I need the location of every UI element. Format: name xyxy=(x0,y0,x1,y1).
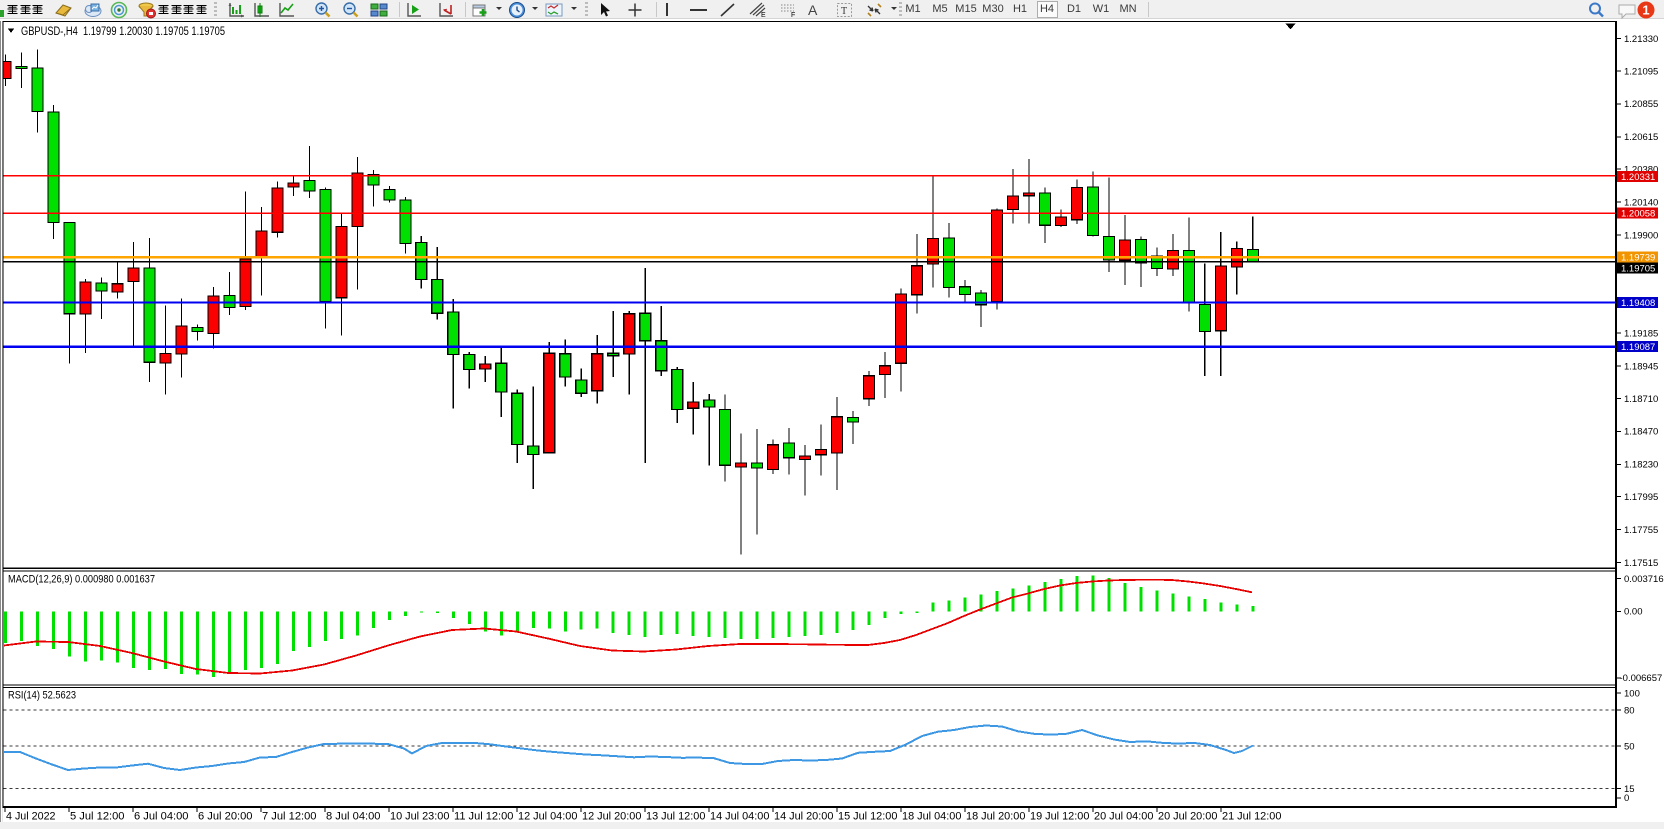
svg-text:20 Jul 04:00: 20 Jul 04:00 xyxy=(1094,811,1153,823)
svg-text:14 Jul 04:00: 14 Jul 04:00 xyxy=(710,811,769,823)
svg-text:1.20058: 1.20058 xyxy=(1621,208,1655,219)
svg-text:12 Jul 20:00: 12 Jul 20:00 xyxy=(582,811,641,823)
svg-text:1.19185: 1.19185 xyxy=(1624,329,1658,340)
svg-text:RSI(14) 52.5623: RSI(14) 52.5623 xyxy=(8,689,76,701)
svg-text:1.19705: 1.19705 xyxy=(1621,263,1655,274)
svg-text:GBPUSD-,H4 1.19799 1.20030 1.: GBPUSD-,H4 1.19799 1.20030 1.19705 1.197… xyxy=(21,26,225,38)
svg-text:1.17515: 1.17515 xyxy=(1624,558,1658,569)
svg-text:21 Jul 12:00: 21 Jul 12:00 xyxy=(1222,811,1281,823)
svg-text:1.20331: 1.20331 xyxy=(1621,172,1655,183)
svg-text:1.20380: 1.20380 xyxy=(1624,164,1658,175)
svg-text:1.17755: 1.17755 xyxy=(1624,525,1658,536)
svg-text:1.17995: 1.17995 xyxy=(1624,492,1658,503)
svg-text:8 Jul 04:00: 8 Jul 04:00 xyxy=(326,811,381,823)
svg-text:F: F xyxy=(791,12,795,19)
svg-text:1.21095: 1.21095 xyxy=(1624,66,1658,77)
svg-text:T: T xyxy=(841,6,847,17)
svg-text:50: 50 xyxy=(1624,741,1635,752)
svg-text:1: 1 xyxy=(1642,3,1649,18)
svg-text:19 Jul 12:00: 19 Jul 12:00 xyxy=(1030,811,1089,823)
svg-text:E: E xyxy=(761,12,766,19)
svg-text:13 Jul 12:00: 13 Jul 12:00 xyxy=(646,811,705,823)
svg-text:0.00: 0.00 xyxy=(1624,607,1643,618)
svg-text:-0.006657: -0.006657 xyxy=(1620,673,1663,684)
svg-text:1.20615: 1.20615 xyxy=(1624,132,1658,143)
svg-text:5 Jul 12:00: 5 Jul 12:00 xyxy=(70,811,125,823)
svg-text:1.21330: 1.21330 xyxy=(1624,34,1658,45)
svg-text:1.18470: 1.18470 xyxy=(1624,427,1658,438)
svg-text:18 Jul 04:00: 18 Jul 04:00 xyxy=(902,811,961,823)
svg-text:1.18230: 1.18230 xyxy=(1624,460,1658,471)
svg-text:12 Jul 04:00: 12 Jul 04:00 xyxy=(518,811,577,823)
svg-text:14 Jul 20:00: 14 Jul 20:00 xyxy=(774,811,833,823)
svg-text:7 Jul 12:00: 7 Jul 12:00 xyxy=(262,811,317,823)
svg-text:1.19900: 1.19900 xyxy=(1624,230,1658,241)
svg-text:1.20140: 1.20140 xyxy=(1624,197,1658,208)
svg-text:1.19408: 1.19408 xyxy=(1621,298,1655,309)
svg-text:0.003716: 0.003716 xyxy=(1624,574,1664,585)
svg-text:1.20855: 1.20855 xyxy=(1624,99,1658,110)
svg-text:1.19739: 1.19739 xyxy=(1621,253,1655,264)
svg-text:1.18710: 1.18710 xyxy=(1624,394,1658,405)
svg-text:1.19087: 1.19087 xyxy=(1621,342,1655,353)
svg-text:6 Jul 20:00: 6 Jul 20:00 xyxy=(198,811,253,823)
svg-text:1.18945: 1.18945 xyxy=(1624,362,1658,373)
svg-text:6 Jul 04:00: 6 Jul 04:00 xyxy=(134,811,189,823)
svg-text:0: 0 xyxy=(1624,793,1629,804)
svg-text:11 Jul 12:00: 11 Jul 12:00 xyxy=(454,811,513,823)
svg-text:4 Jul 2022: 4 Jul 2022 xyxy=(6,811,56,823)
svg-text:10 Jul 23:00: 10 Jul 23:00 xyxy=(390,811,449,823)
svg-text:18 Jul 20:00: 18 Jul 20:00 xyxy=(966,811,1025,823)
svg-text:15 Jul 12:00: 15 Jul 12:00 xyxy=(838,811,897,823)
svg-text:MACD(12,26,9) 0.000980 0.00163: MACD(12,26,9) 0.000980 0.001637 xyxy=(8,573,155,585)
svg-text:100: 100 xyxy=(1624,689,1640,700)
svg-text:15: 15 xyxy=(1624,784,1635,795)
svg-text:20 Jul 20:00: 20 Jul 20:00 xyxy=(1158,811,1217,823)
svg-text:80: 80 xyxy=(1624,706,1635,717)
